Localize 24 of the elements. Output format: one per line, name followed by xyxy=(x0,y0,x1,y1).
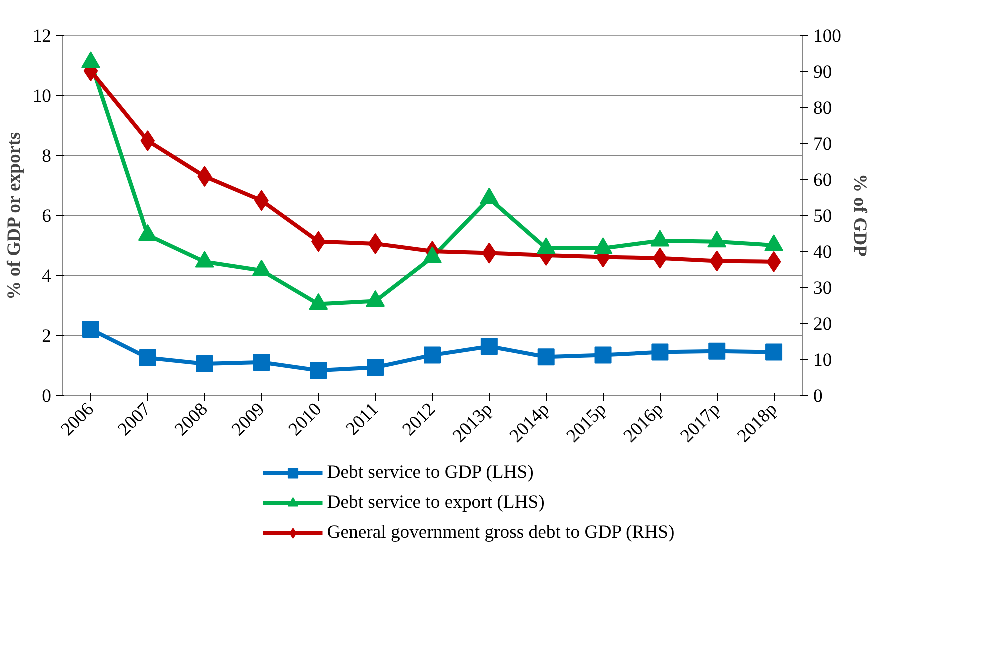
y2-tick-label: 60 xyxy=(814,170,832,191)
y2-tick-label: 30 xyxy=(814,278,832,299)
x-tick-label: 2011 xyxy=(342,399,383,440)
y-tick-label: 8 xyxy=(42,146,52,167)
y-axis-title: % of GDP or exports xyxy=(4,132,25,300)
y2-tick-label: 40 xyxy=(814,242,832,263)
y2-tick-label: 50 xyxy=(814,206,832,227)
y2-tick-label: 0 xyxy=(814,386,823,407)
y-tick-label: 4 xyxy=(42,266,52,287)
y-tick-label: 2 xyxy=(42,326,52,347)
y2-tick-label: 80 xyxy=(814,98,832,119)
y-tick-label: 10 xyxy=(32,86,52,107)
y-tick-label: 12 xyxy=(32,26,52,47)
legend-label: Debt service to GDP (LHS) xyxy=(327,461,534,485)
y2-axis-title: % of GDP xyxy=(849,174,870,257)
y-tick-label: 6 xyxy=(42,206,52,227)
y2-tick-label: 70 xyxy=(814,134,832,155)
y-tick-label: 0 xyxy=(42,386,52,407)
y2-tick-label: 90 xyxy=(814,62,832,83)
legend-label: General government gross debt to GDP (RHS) xyxy=(327,521,675,545)
legend-label: Debt service to export (LHS) xyxy=(327,491,545,515)
y2-tick-label: 10 xyxy=(814,350,832,371)
y2-tick-label: 20 xyxy=(814,314,832,335)
y2-tick-label: 100 xyxy=(814,26,842,47)
